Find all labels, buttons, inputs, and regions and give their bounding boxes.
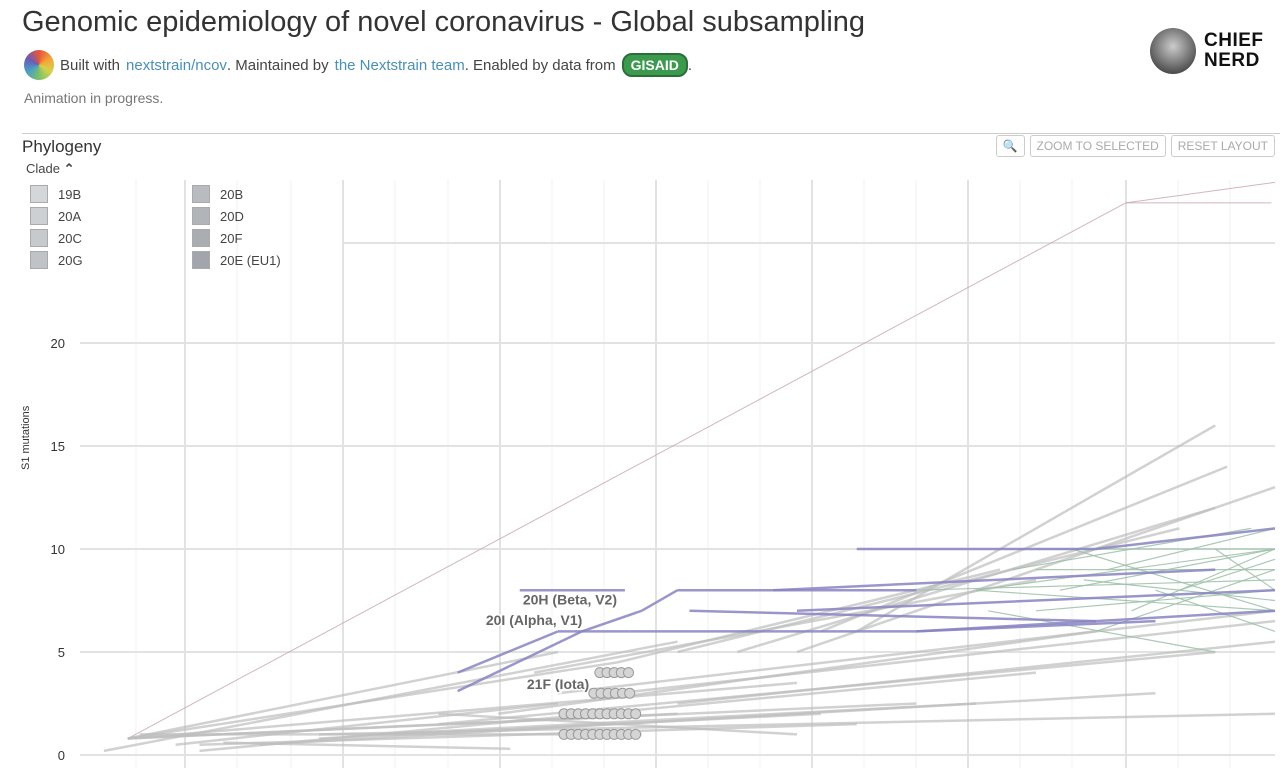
avatar (1150, 28, 1196, 74)
chevron-up-icon: ⌃ (63, 161, 75, 176)
y-axis-label: S1 mutations (20, 405, 32, 470)
legend-item[interactable]: 20C (30, 227, 83, 249)
branch-grey[interactable] (223, 741, 511, 751)
legend-item[interactable]: 20F (192, 227, 281, 249)
legend-item[interactable]: 20G (30, 249, 83, 271)
branch-thin[interactable] (1125, 181, 1276, 204)
branch-grey[interactable] (557, 609, 1276, 695)
byline-text: . (687, 56, 693, 74)
legend-swatch (192, 207, 210, 225)
legend-swatch (192, 229, 210, 247)
legend-title: Clade (26, 161, 60, 176)
branch-purple[interactable] (581, 609, 643, 633)
page-title: Genomic epidemiology of novel coronaviru… (22, 6, 866, 38)
legend-label: 20G (58, 252, 83, 268)
branch-thin[interactable] (127, 202, 1126, 739)
legend-label: 20E (EU1) (220, 252, 281, 268)
legend-toggle[interactable]: Clade ⌃ (26, 161, 75, 177)
branch-green[interactable] (1059, 548, 1276, 591)
legend-swatch (30, 185, 48, 203)
zoom-to-selected-button[interactable]: ZOOM TO SELECTED (1029, 135, 1166, 157)
y-tick-label: 5 (58, 645, 65, 660)
branch-green[interactable] (916, 579, 1276, 591)
branch-grey[interactable] (378, 702, 977, 736)
branch-green[interactable] (1179, 558, 1276, 591)
tip-node[interactable] (623, 667, 635, 679)
branch-grey[interactable] (856, 424, 1216, 633)
reset-layout-button[interactable]: RESET LAYOUT (1170, 135, 1275, 157)
branch-grey[interactable] (677, 640, 1276, 705)
branch-green[interactable] (1155, 589, 1276, 632)
legend-item[interactable]: 20B (192, 183, 281, 205)
branch-purple[interactable] (641, 589, 679, 612)
gisaid-logo[interactable]: GISAID (621, 53, 688, 77)
branch-purple[interactable] (457, 630, 583, 693)
legend-label: 20B (220, 186, 244, 202)
y-tick-label: 10 (51, 542, 65, 557)
branch-green[interactable] (1071, 548, 1276, 612)
legend-item[interactable]: 20D (192, 205, 281, 227)
clade-label: 21F (Iota) (527, 676, 589, 692)
legend-swatch (192, 185, 210, 203)
branch-grey[interactable] (617, 619, 1276, 695)
legend-label: 20D (220, 208, 244, 224)
ncov-link[interactable]: nextstrain/ncov (126, 56, 227, 74)
byline-text: . Enabled by data from (464, 56, 616, 74)
branch-grey[interactable] (127, 650, 559, 740)
y-tick-label: 0 (58, 748, 65, 763)
branch-green[interactable] (1214, 548, 1276, 591)
clade-label: 20H (Beta, V2) (523, 592, 617, 608)
brand-line2: NERD (1204, 50, 1260, 71)
branch-purple[interactable] (1095, 527, 1276, 551)
legend-label: 20C (58, 230, 82, 246)
byline-text: Built with (60, 56, 121, 74)
branch-purple[interactable] (457, 630, 559, 674)
branch-grey[interactable] (175, 702, 559, 746)
branch-green[interactable] (976, 589, 1276, 612)
legend-item[interactable]: 20A (30, 205, 83, 227)
legend-item[interactable]: 19B (30, 183, 83, 205)
divider (22, 133, 1280, 134)
legend-label: 20A (58, 208, 82, 224)
panel-title: Phylogeny (22, 137, 102, 156)
branch-green[interactable] (988, 610, 1216, 653)
tip-node[interactable] (630, 728, 642, 740)
legend-swatch (30, 251, 48, 269)
legend-swatch (30, 207, 48, 225)
nextstrain-logo (24, 50, 54, 80)
legend-swatch (30, 229, 48, 247)
legend-swatch (192, 251, 210, 269)
branch-green[interactable] (1083, 579, 1276, 602)
branch-grey[interactable] (103, 640, 678, 753)
chief-nerd-watermark: CHIEF NERD (1150, 28, 1264, 74)
y-tick-label: 20 (51, 336, 65, 351)
legend-column: 19B 20A 20C 20G (30, 183, 83, 271)
byline-text: . Maintained by (226, 56, 329, 74)
clade-label: 20I (Alpha, V1) (486, 612, 582, 628)
branch-purple[interactable] (689, 609, 1096, 623)
tip-node[interactable] (630, 708, 642, 720)
legend-label: 19B (58, 186, 82, 202)
branch-green[interactable] (1131, 548, 1276, 612)
byline: Built with nextstrain/ncov. Maintained b… (24, 50, 692, 80)
legend-column: 20B 20D 20F 20E (EU1) (192, 183, 281, 271)
nextstrain-team-link[interactable]: the Nextstrain team (334, 56, 465, 74)
legend-item[interactable]: 20E (EU1) (192, 249, 281, 271)
branch-purple[interactable] (796, 588, 1276, 613)
y-tick-label: 15 (51, 439, 65, 454)
branch-grey[interactable] (127, 681, 798, 740)
brand-line1: CHIEF (1204, 30, 1264, 51)
tip-node[interactable] (624, 687, 636, 699)
animation-status: Animation in progress. (24, 90, 164, 106)
branch-purple[interactable] (773, 568, 1216, 592)
zoom-icon-button[interactable]: 🔍 (995, 135, 1025, 157)
branch-grey[interactable] (438, 712, 798, 736)
legend-label: 20F (220, 230, 243, 246)
branch-purple[interactable] (916, 619, 1156, 633)
